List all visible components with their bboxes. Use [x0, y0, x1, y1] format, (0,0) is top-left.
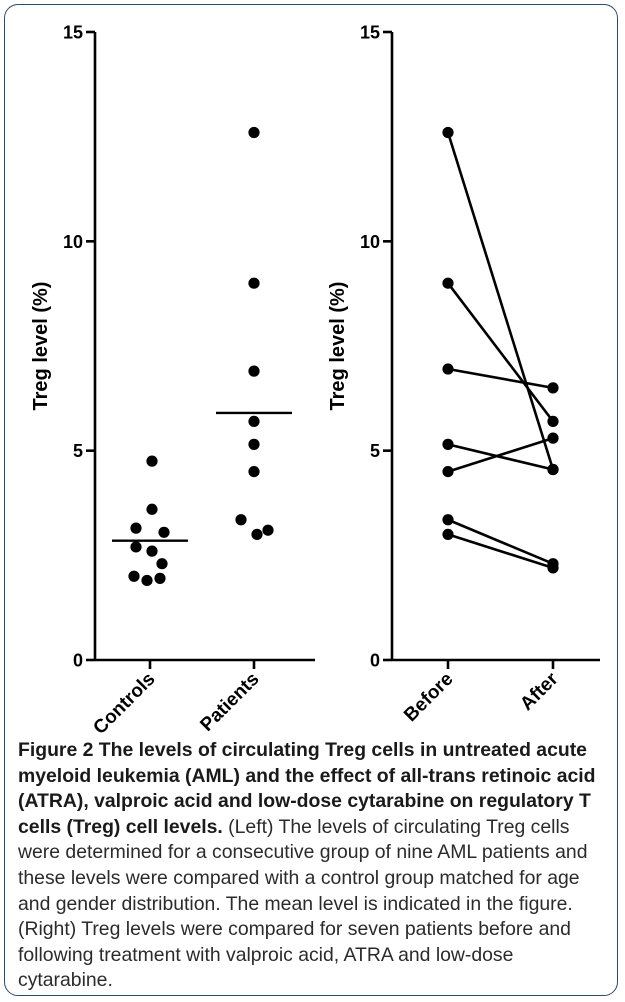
- y-tick-label: 0: [370, 651, 380, 671]
- data-point: [248, 126, 260, 139]
- y-tick-label: 10: [63, 232, 83, 252]
- figure-frame: [4, 4, 618, 996]
- data-point: [146, 503, 158, 515]
- y-tick-label: 15: [360, 23, 380, 43]
- figure-caption: Figure 2 The levels of circulating Treg …: [18, 738, 610, 994]
- pair-line: [447, 436, 554, 473]
- chart-before-vs-after: 0 5 10 15 Before After Treg level (%): [327, 23, 600, 726]
- y-axis-label: Treg level (%): [30, 282, 52, 411]
- data-point: [262, 524, 274, 536]
- data-point: [248, 277, 260, 289]
- data-point: [248, 438, 260, 450]
- y-tick-label: 0: [73, 651, 83, 671]
- data-point: [248, 365, 260, 377]
- data-point: [130, 541, 142, 553]
- y-tick-label: 10: [360, 232, 380, 252]
- data-point-before: [442, 363, 454, 375]
- data-point-before: [442, 277, 454, 289]
- data-point-before: [442, 514, 454, 526]
- x-tick-label: Patients: [196, 669, 263, 735]
- data-point-before: [442, 466, 454, 478]
- pair-line: [447, 533, 554, 570]
- caption-body: (Left) The levels of circulating Treg ce…: [18, 815, 588, 992]
- data-point: [141, 574, 153, 587]
- x-tick-label: Before: [400, 669, 457, 726]
- data-point-after: [547, 382, 559, 394]
- data-point: [158, 526, 170, 538]
- pair-line: [446, 282, 555, 423]
- data-point: [128, 570, 140, 582]
- data-point: [130, 522, 142, 534]
- data-point-before: [442, 438, 454, 450]
- data-point: [235, 514, 247, 526]
- data-point: [146, 545, 158, 557]
- data-point-after: [547, 415, 559, 427]
- y-tick-label: 15: [63, 23, 83, 43]
- pair-line: [447, 443, 554, 471]
- y-axis-label: Treg level (%): [327, 282, 349, 411]
- data-point: [248, 466, 260, 478]
- data-point-before: [442, 126, 454, 139]
- data-point-before: [442, 528, 454, 541]
- data-point: [251, 528, 263, 541]
- pair-line: [446, 132, 555, 470]
- x-tick-label: Controls: [89, 669, 159, 735]
- data-point: [154, 572, 166, 584]
- data-point-after: [547, 562, 559, 574]
- data-point: [146, 455, 158, 467]
- figure-charts: 0 5 10 15 Controls Patients Treg level (%) 0 5 1…: [30, 23, 600, 735]
- chart-controls-vs-patients: 0 5 10 15 Controls Patients Treg level (%): [30, 23, 315, 735]
- pair-line: [447, 518, 554, 565]
- caption-title: Figure 2 The levels of circulating Treg …: [18, 739, 596, 838]
- data-point-after: [547, 432, 559, 444]
- data-point: [156, 558, 168, 570]
- y-tick-label: 5: [73, 441, 83, 461]
- y-tick-label: 5: [370, 441, 380, 461]
- x-tick-label: After: [516, 668, 563, 715]
- pair-line: [447, 367, 554, 390]
- data-point: [248, 415, 260, 427]
- data-point-after: [547, 463, 559, 476]
